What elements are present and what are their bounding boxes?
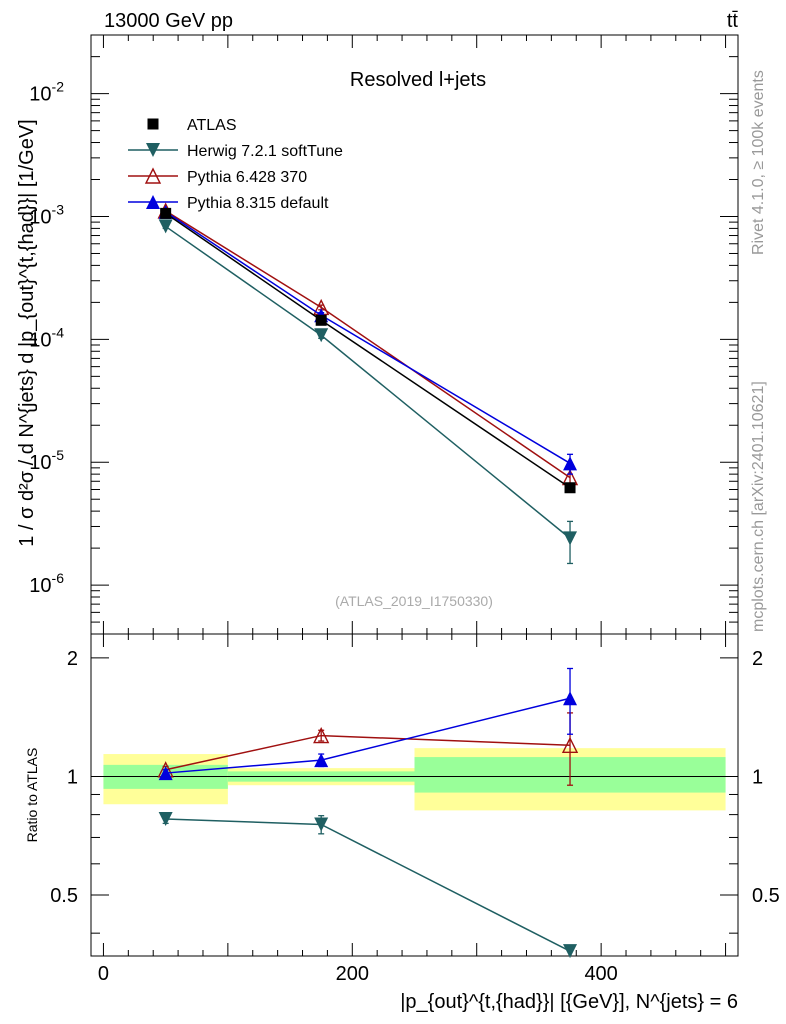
ratio-plot-frame (90, 633, 739, 957)
main-series-line-2 (165, 211, 571, 464)
main-y-tick-label: 10-4 (29, 324, 64, 351)
main-y-tick-mantissa: 10 (29, 575, 51, 597)
main-y-tick-label: 10-5 (29, 447, 64, 474)
header-right: tt̄ (727, 10, 739, 32)
x-tick-label: 0 (98, 963, 109, 985)
main-y-tick-exponent: -3 (52, 201, 65, 217)
main-atlas-series-line-0 (165, 212, 571, 489)
ratio-point-1 (561, 736, 579, 753)
main-point-0 (158, 219, 173, 234)
main-point-0 (314, 328, 329, 343)
main-watermark: (ATLAS_2019_I1750330) (335, 593, 493, 609)
legend-label: Pythia 8.315 default (187, 195, 329, 212)
legend-marker (146, 195, 160, 209)
main-title: Resolved l+jets (350, 69, 486, 91)
main-atlas-point-0 (315, 314, 327, 326)
ratio-y-tick-label: 1 (67, 766, 78, 788)
legend-marker (146, 143, 160, 157)
main-y-tick-mantissa: 10 (29, 206, 51, 228)
ratio-point-0 (314, 817, 329, 832)
legend-label: Herwig 7.2.1 softTune (187, 143, 343, 160)
rivet-label: Rivet 4.1.0, ≥ 100k events (750, 70, 767, 255)
ratio-y-tick-label-right: 1 (752, 766, 763, 788)
main-y-tick-exponent: -2 (52, 79, 65, 95)
main-y-tick-label: 10-3 (29, 201, 64, 228)
main-point-2 (563, 456, 578, 471)
x-axis-label: |p_{out}^{t,{had}}| [{GeV}], N^{jets} = … (400, 991, 738, 1013)
main-y-tick-exponent: -5 (52, 447, 65, 463)
main-y-tick-mantissa: 10 (29, 84, 51, 106)
legend-marker (144, 167, 162, 184)
ratio-point-0 (158, 811, 173, 826)
main-y-tick-label: 10-6 (29, 570, 64, 597)
main-y-axis-label-text: 1 / σ d²σ / d N^{jets} d |p_{out}^{t,{ha… (16, 119, 38, 546)
ratio-y-tick-label: 2 (67, 648, 78, 670)
ratio-y-axis-label: Ratio to ATLAS (24, 748, 40, 843)
ratio-point-2 (158, 766, 173, 781)
main-y-tick-mantissa: 10 (29, 452, 51, 474)
main-atlas-point-0 (564, 482, 576, 494)
x-tick-label: 400 (584, 963, 617, 985)
main-atlas-point-0 (160, 207, 172, 219)
ratio-point-2 (314, 753, 329, 768)
header-left: 13000 GeV pp (104, 10, 233, 32)
ratio-panel: 0.5 0.5 1 1 2 2 0 200 400 (50, 633, 780, 985)
main-y-tick-exponent: -4 (52, 324, 65, 340)
main-y-tick-label: 10-2 (29, 79, 64, 106)
main-y-tick-exponent: -6 (52, 570, 65, 586)
mcplots-label: mcplots.cern.ch [arXiv:2401.10621] (750, 381, 767, 632)
ratio-point-2 (563, 691, 578, 706)
legend-label: Pythia 6.428 370 (187, 169, 307, 186)
x-tick-label: 200 (336, 963, 369, 985)
legend-marker (147, 118, 159, 130)
main-y-axis-label: 1 / σ d²σ / d N^{jets} d |p_{out}^{t,{ha… (16, 119, 38, 546)
ratio-y-tick-label-right: 2 (752, 648, 763, 670)
ratio-y-tick-label: 0.5 (50, 885, 78, 907)
main-series-line-0 (165, 225, 571, 539)
main-point-0 (563, 531, 578, 546)
main-panel: 10-610-510-410-310-2 Resolved l+jets(ATLA… (29, 34, 739, 635)
ratio-y-tick-label-right: 0.5 (752, 885, 780, 907)
main-series-line-1 (165, 210, 571, 479)
main-y-tick-mantissa: 10 (29, 329, 51, 351)
ratio-point-0 (563, 944, 578, 959)
legend-label: ATLAS (187, 117, 237, 134)
ratio-series-line-0 (165, 818, 571, 952)
ratio-point-1 (313, 727, 330, 744)
